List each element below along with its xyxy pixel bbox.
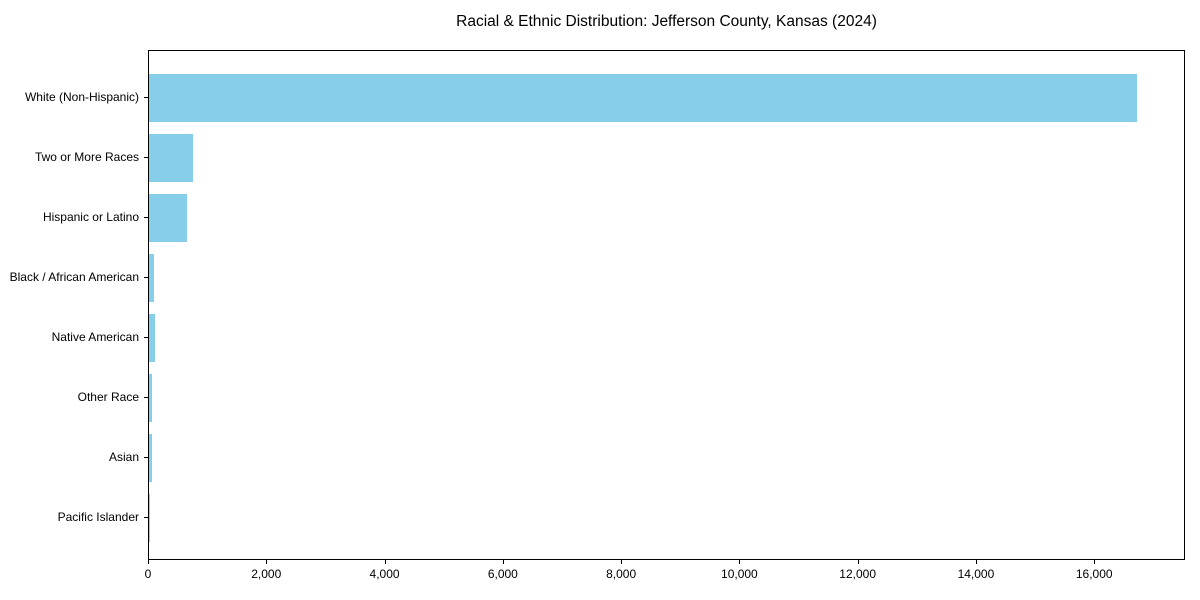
y-label-white-non-hispanic: White (Non-Hispanic) xyxy=(24,90,139,104)
x-tick-label-12000: 12,000 xyxy=(839,567,876,581)
x-tick-label-6000: 6,000 xyxy=(487,567,518,581)
x-tick-label-8000: 8,000 xyxy=(606,567,637,581)
y-tick-mark xyxy=(144,517,148,518)
y-label-black-african-american: Black / African American xyxy=(9,270,139,284)
y-tick-mark xyxy=(144,337,148,338)
y-label-pacific-islander: Pacific Islander xyxy=(57,510,139,524)
x-tick-mark xyxy=(857,560,859,564)
bar-native-american xyxy=(149,314,155,362)
x-tick-label-14000: 14,000 xyxy=(957,567,995,581)
x-tick-label-0: 0 xyxy=(144,567,152,581)
x-tick-mark xyxy=(975,560,977,564)
y-label-native-american: Native American xyxy=(51,330,139,344)
x-tick-label-16000: 16,000 xyxy=(1075,567,1113,581)
x-tick-mark xyxy=(266,560,268,564)
y-tick-mark xyxy=(144,397,148,398)
x-tick-mark xyxy=(1094,560,1096,564)
x-tick-mark xyxy=(384,560,386,564)
bar-hispanic-or-latino xyxy=(149,194,188,242)
bar-black-african-american xyxy=(149,254,155,302)
bar-white-non-hispanic xyxy=(149,74,1137,122)
bar-asian xyxy=(149,434,152,482)
y-tick-mark xyxy=(144,277,148,278)
y-tick-mark xyxy=(144,97,148,98)
y-label-asian: Asian xyxy=(108,450,139,464)
bar-pacific-islander xyxy=(149,494,150,542)
x-tick-label-4000: 4,000 xyxy=(369,567,400,581)
bar-other-race xyxy=(149,374,152,422)
y-label-two-or-more-races: Two or More Races xyxy=(34,150,139,164)
y-label-hispanic-or-latino: Hispanic or Latino xyxy=(42,210,139,224)
x-tick-mark xyxy=(148,560,149,564)
y-tick-mark xyxy=(144,157,148,158)
chart-title: Racial & Ethnic Distribution: Jefferson … xyxy=(456,13,877,30)
plot-area xyxy=(148,50,1185,560)
y-tick-mark xyxy=(144,457,148,458)
x-tick-mark xyxy=(502,560,504,564)
bar-two-or-more-races xyxy=(149,134,194,182)
y-tick-mark xyxy=(144,217,148,218)
x-tick-mark xyxy=(621,560,623,564)
x-tick-label-10000: 10,000 xyxy=(721,567,758,581)
x-tick-label-2000: 2,000 xyxy=(251,567,282,581)
x-tick-mark xyxy=(739,560,741,564)
y-label-other-race: Other Race xyxy=(77,390,139,404)
